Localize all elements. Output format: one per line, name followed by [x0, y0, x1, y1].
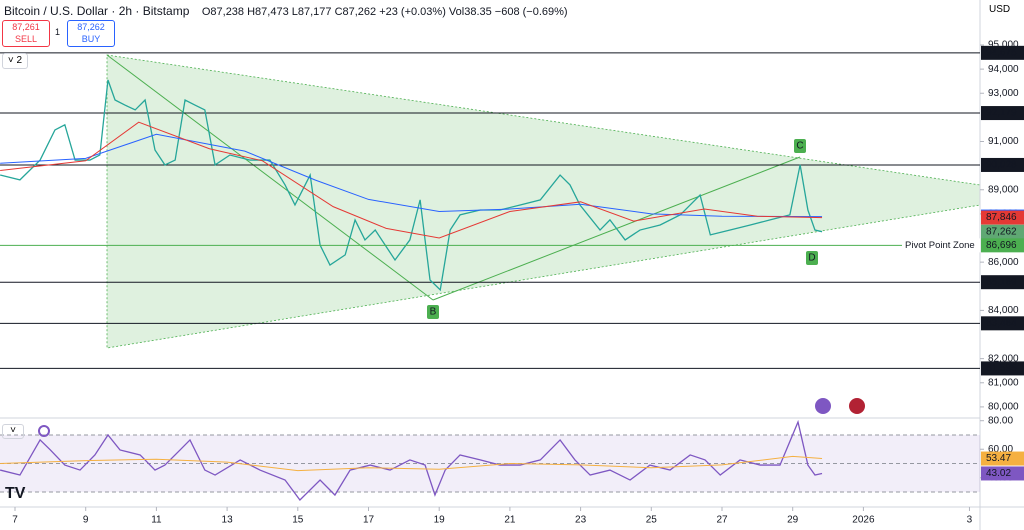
y-tick-label: 86,000: [988, 257, 1019, 268]
price-line: [0, 79, 823, 292]
y-tick-label: 91,000: [988, 136, 1019, 147]
x-tick-label: 11: [151, 515, 162, 526]
price-level-label: 81,595: [986, 363, 1017, 374]
event-icon: [815, 398, 831, 414]
x-tick-label: 15: [292, 515, 304, 526]
x-tick-label: 29: [787, 515, 799, 526]
buy-button[interactable]: 87,262 BUY: [67, 20, 115, 47]
price-level-label: 83,464: [986, 318, 1017, 329]
x-tick-label: 9: [83, 515, 89, 526]
point-marker: [806, 251, 818, 265]
triangle-pattern: [106, 54, 981, 349]
x-tick-label: 13: [222, 515, 234, 526]
price-tag-label: 87,262: [986, 226, 1017, 237]
y-tick-label: 95,000: [988, 40, 1019, 51]
header: Bitcoin / U.S. Dollar · 2h · Bitstamp O8…: [4, 2, 568, 20]
sell-price: 87,261: [12, 22, 40, 32]
price-level-tag: [981, 275, 1024, 290]
y-tick-label: 80,000: [988, 402, 1019, 413]
indicator-toggle[interactable]: ˅ 2: [2, 53, 28, 69]
indicator-count: 2: [16, 55, 23, 66]
sell-label: SELL: [14, 34, 38, 44]
point-marker: [427, 305, 439, 319]
y-tick-label: 82,000: [988, 353, 1019, 364]
price-tag-label: 53.47: [986, 453, 1011, 464]
price-line: [0, 455, 823, 472]
ohlc: O87,238 H87,473 L87,177 C87,262 +23 (+0.…: [201, 6, 568, 18]
price-level-tag: [981, 106, 1024, 121]
x-tick-label: 25: [646, 515, 658, 526]
point-label: C: [796, 141, 803, 152]
x-tick-label: 7: [12, 515, 18, 526]
x-tick-label: 23: [575, 515, 587, 526]
price-tag-label: 86,696: [986, 240, 1017, 251]
price-level-label: 90,028: [986, 160, 1017, 171]
spread: 1: [55, 27, 61, 37]
price-tag: [981, 238, 1024, 253]
tv-logo: TV: [5, 485, 26, 502]
price-level-label: 92,179: [986, 108, 1017, 119]
price-line: [0, 121, 823, 239]
price-level-tag: [981, 361, 1024, 376]
rsi-collapse[interactable]: ˅: [2, 424, 24, 439]
y-tick-label: 89,000: [988, 184, 1019, 195]
x-tick-label: 17: [363, 515, 375, 526]
y-tick-label: 81,000: [988, 377, 1019, 388]
y-tick-label: 60.00: [988, 444, 1013, 455]
price-level-label: 94,675: [986, 47, 1017, 58]
pivot-label: Pivot Point Zone: [905, 240, 975, 251]
x-tick-label: 21: [504, 515, 516, 526]
currency: USD: [989, 4, 1011, 15]
point-label: B: [430, 307, 437, 318]
price-tag: [981, 210, 1024, 225]
x-tick-label: 2026: [852, 515, 875, 526]
price-tag-label: 43.02: [986, 468, 1011, 479]
x-tick-label: 3: [967, 515, 973, 526]
buy-price: 87,262: [77, 22, 105, 32]
x-tick-label: 19: [434, 515, 446, 526]
y-tick-label: 93,000: [988, 88, 1019, 99]
price-tag: [981, 451, 1024, 466]
price-level-tag: [981, 157, 1024, 172]
x-tick-label: 27: [716, 515, 728, 526]
pivot-label-bg: [902, 238, 980, 253]
price-level-tag: [981, 316, 1024, 331]
flag-icon: [849, 398, 865, 414]
y-tick-label: 84,000: [988, 305, 1019, 316]
price-line: [0, 133, 823, 218]
price-level-tag: [981, 45, 1024, 60]
price-level-label: 85,169: [986, 277, 1017, 288]
sell-button[interactable]: 87,261 SELL: [2, 20, 50, 47]
price-tag-label: 87,846: [986, 212, 1017, 223]
price-tag: [981, 466, 1024, 481]
symbol-title: Bitcoin / U.S. Dollar · 2h · Bitstamp: [4, 4, 190, 18]
point-label: D: [808, 253, 815, 264]
point-marker: [794, 139, 806, 153]
y-tick-label: 80.00: [988, 415, 1013, 426]
y-tick-label: 94,000: [988, 64, 1019, 75]
buy-label: BUY: [81, 34, 101, 44]
price-line: [0, 419, 823, 501]
trend-line: [106, 54, 434, 301]
refresh-icon: [38, 425, 50, 437]
